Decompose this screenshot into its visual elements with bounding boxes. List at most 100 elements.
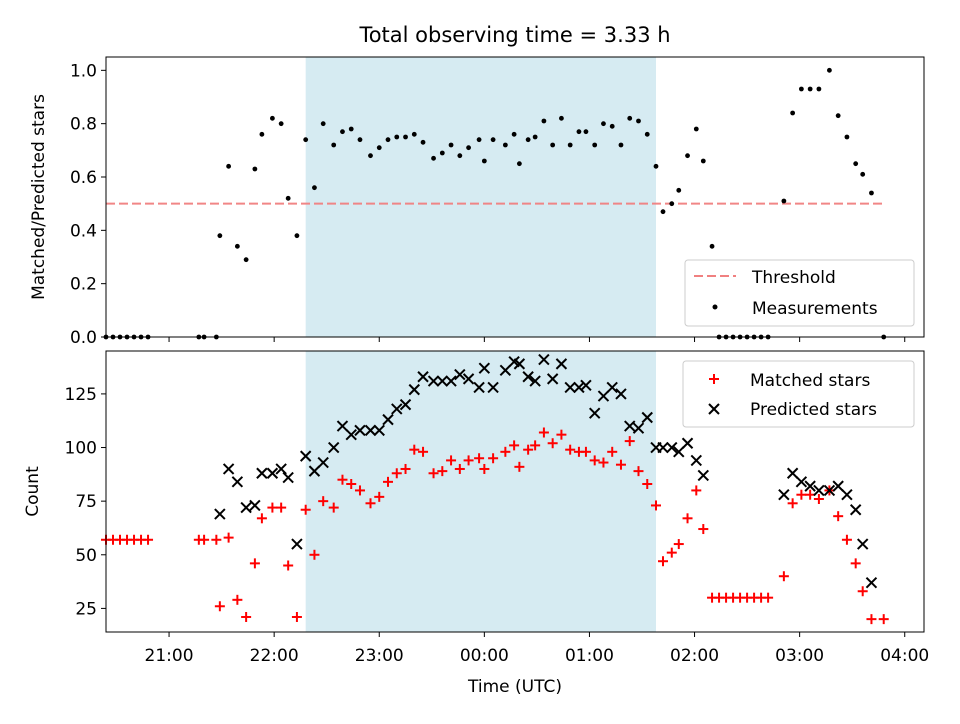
ratio-legend-box (684, 259, 915, 327)
predicted-star-point (641, 411, 653, 424)
matched-star-point (199, 534, 210, 545)
matched-star-point (474, 453, 485, 464)
measurement-point (669, 201, 675, 207)
measurement-point (431, 155, 436, 161)
measurement-point (331, 142, 337, 148)
measurement-point (618, 142, 624, 148)
predicted-star-point (214, 508, 226, 520)
measurement-point (385, 137, 391, 143)
measurement-point (636, 118, 641, 124)
observing-window-top (305, 57, 657, 337)
matched-stars-points (101, 427, 889, 625)
x-tick-label: 23:00 (355, 646, 404, 666)
ratio-y-tick-label: 0.4 (70, 221, 97, 241)
predicted-star-point (336, 420, 349, 432)
measurement-point (609, 123, 615, 129)
matched-star-point (878, 614, 889, 625)
matched-star-point (488, 453, 499, 464)
measurement-point (303, 137, 309, 143)
measurement-point (217, 233, 223, 239)
x-tick-label: 03:00 (775, 646, 824, 666)
count-legend-box (682, 360, 915, 428)
measurement-point (653, 163, 659, 169)
predicted-star-point (427, 375, 440, 387)
chart-title: Total observing time = 3.33 h (358, 23, 670, 47)
measurement-point (601, 121, 606, 127)
count-y-tick-label: 100 (65, 439, 97, 459)
predicted-star-point (299, 450, 312, 462)
matched-star-point (787, 498, 798, 509)
count-y-axis-label: Count (23, 466, 43, 517)
legend-threshold-label: Threshold (751, 268, 836, 288)
predicted-star-point (804, 480, 816, 492)
matched-star-point (624, 436, 635, 447)
x-tick-label: 21:00 (145, 646, 194, 666)
predicted-star-point (778, 489, 790, 501)
count-panel: 25 50 75 100 125 21:00 22:00 23:00 00:00 01:00 02… (23, 350, 929, 697)
measurement-point (853, 161, 859, 167)
matched-star-point (509, 440, 520, 451)
predicted-star-point (697, 469, 710, 482)
matched-star-point (698, 524, 709, 535)
predicted-star-point (522, 371, 534, 383)
measurement-point (403, 134, 408, 140)
matched-star-point (409, 444, 420, 455)
matched-star-point (418, 446, 429, 457)
predicted-star-point (564, 381, 576, 394)
predicted-star-point (588, 407, 601, 419)
matched-star-point (143, 534, 154, 545)
measurement-point (439, 150, 445, 156)
matched-star-point (642, 478, 653, 489)
matched-star-point (580, 446, 591, 457)
measurement-point (525, 137, 531, 143)
measurement-point (835, 113, 841, 119)
predicted-star-point (308, 465, 321, 477)
measurement-point (790, 110, 796, 116)
count-legend: Matched stars Predicted stars (682, 360, 915, 428)
measurement-point (420, 139, 426, 145)
observing-window-bottom (305, 351, 657, 632)
predicted-star-point (282, 471, 294, 484)
matched-star-point (866, 614, 877, 625)
matched-star-point (291, 611, 302, 622)
predicted-star-point (841, 489, 853, 501)
predicted-star-point (499, 364, 512, 377)
predicted-star-point (823, 484, 836, 497)
matched-star-point (223, 532, 234, 543)
measurement-point (592, 142, 598, 148)
ratio-panel-frame (105, 56, 925, 338)
matched-star-point (328, 502, 339, 513)
legend-predicted-swatch (708, 403, 720, 415)
matched-star-point (354, 485, 365, 496)
x-tick-label: 22:00 (250, 646, 299, 666)
predicted-star-point (328, 441, 340, 454)
legend-predicted-label: Predicted stars (750, 400, 877, 420)
count-x-ticks: 21:00 22:00 23:00 00:00 01:00 02:00 03:00 04:00 (145, 632, 929, 666)
predicted-star-point (538, 353, 550, 366)
predicted-star-point (546, 373, 559, 385)
predicted-star-point (317, 456, 329, 469)
measurement-point (583, 129, 589, 135)
predicted-star-point (382, 413, 394, 426)
measurement-point (644, 131, 650, 137)
x-tick-label: 01:00 (565, 646, 614, 666)
matched-star-point (283, 560, 294, 571)
predicted-star-point (832, 480, 844, 492)
matched-star-point (276, 502, 287, 513)
ratio-x-ticks (168, 337, 906, 342)
count-y-tick-label: 125 (65, 385, 97, 405)
predicted-star-point (513, 358, 526, 370)
measurement-point (693, 126, 699, 132)
predicted-star-point (478, 362, 491, 374)
measurement-point (676, 187, 682, 193)
predicted-star-point (487, 381, 499, 394)
measurement-point (490, 137, 496, 143)
measurement-point (860, 171, 866, 177)
measurement-point (567, 142, 573, 148)
count-y-tick-label: 25 (75, 599, 97, 619)
matched-star-point (383, 476, 394, 487)
measurement-point (781, 198, 787, 204)
predicted-star-point (681, 437, 694, 449)
measurement-point (270, 115, 275, 121)
matched-star-point (267, 502, 278, 513)
